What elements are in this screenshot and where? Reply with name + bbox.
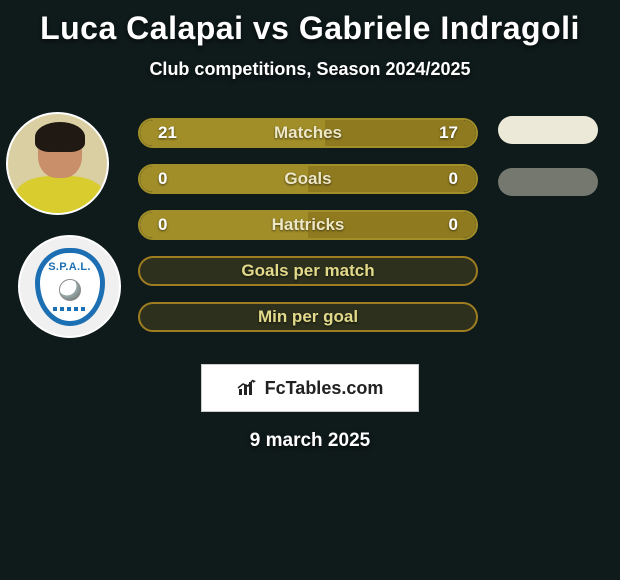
brand-text: FcTables.com [265, 378, 384, 399]
pill-column [492, 116, 604, 220]
player-avatar [6, 112, 109, 215]
page-title: Luca Calapai vs Gabriele Indragoli [0, 0, 620, 47]
stat-row: Min per goal [138, 302, 478, 332]
comparison-pill [498, 116, 598, 144]
stat-label: Min per goal [258, 307, 358, 327]
stat-row: 0 Goals 0 [138, 164, 478, 194]
date-text: 9 march 2025 [0, 430, 620, 452]
stat-label: Hattricks [272, 215, 345, 235]
chart-icon [237, 379, 259, 397]
stat-value-left: 0 [158, 215, 167, 235]
stat-label: Matches [274, 123, 342, 143]
season-subtitle: Club competitions, Season 2024/2025 [0, 59, 620, 80]
stat-label: Goals per match [241, 261, 374, 281]
stat-row: Goals per match [138, 256, 478, 286]
stat-value-left: 0 [158, 169, 167, 189]
stat-value-left: 21 [158, 123, 177, 143]
club-badge: S.P.A.L. [18, 235, 121, 338]
club-badge-text: S.P.A.L. [48, 261, 91, 273]
avatar-column: S.P.A.L. [6, 112, 121, 358]
brand-card: FcTables.com [201, 364, 419, 412]
comparison-pill [498, 168, 598, 196]
stat-row: 21 Matches 17 [138, 118, 478, 148]
stat-label: Goals [284, 169, 331, 189]
comparison-section: S.P.A.L. 21 Matches 17 0 Goals 0 0 Hattricks 0 Go… [0, 112, 620, 352]
stat-value-right: 17 [439, 123, 458, 143]
stat-value-right: 0 [449, 169, 458, 189]
stat-rows: 21 Matches 17 0 Goals 0 0 Hattricks 0 Goals per m… [138, 118, 478, 348]
stat-row: 0 Hattricks 0 [138, 210, 478, 240]
stat-value-right: 0 [449, 215, 458, 235]
